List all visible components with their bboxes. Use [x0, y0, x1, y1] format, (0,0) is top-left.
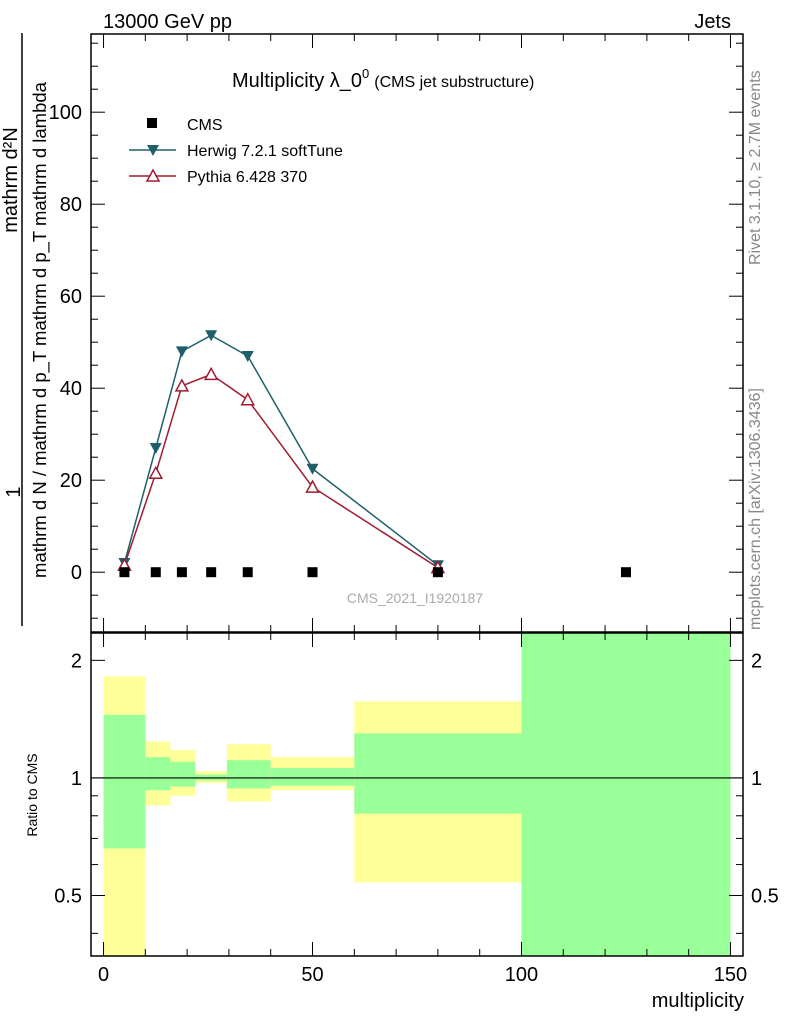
herwig-point — [307, 464, 319, 475]
chart-title-main: Multiplicity λ_0 — [232, 70, 362, 92]
herwig-line — [124, 335, 437, 565]
cms-point — [243, 567, 253, 577]
pythia-point — [205, 368, 217, 379]
ratio-y-tick-label-right: 0.5 — [751, 886, 779, 908]
y-tick-label: 20 — [60, 470, 82, 492]
x-tick-label: 0 — [98, 964, 109, 986]
y-label-denominator: mathrm d N / mathrm d p_T mathrm d p_T m… — [29, 81, 51, 578]
pythia-point — [242, 394, 254, 405]
pythia-point — [307, 481, 319, 492]
chart-subtitle: (CMS jet substructure) — [374, 74, 534, 91]
ratio-y-label: Ratio to CMS — [24, 753, 40, 836]
pythia-point — [176, 380, 188, 391]
legend: CMS Herwig 7.2.1 softTune Pythia 6.428 3… — [129, 117, 343, 186]
ratio-y-tick-label: 1 — [71, 768, 82, 790]
cms-point — [433, 567, 443, 577]
herwig-point — [176, 346, 188, 357]
legend-cms-marker — [147, 118, 157, 128]
ratio-band-green-7 — [521, 633, 730, 956]
ratio-y-tick-label: 2 — [71, 650, 82, 672]
herwig-point — [205, 330, 217, 341]
ratio-y-tick-label: 0.5 — [54, 886, 82, 908]
ratio-band-green-1 — [145, 757, 170, 790]
herwig-point — [242, 351, 254, 362]
x-tick-label: 150 — [714, 964, 747, 986]
y-axis-label: 1 mathrm d²N mathrm d N / mathrm d p_T m… — [0, 33, 51, 626]
legend-cms-label: CMS — [187, 117, 223, 134]
y-tick-label: 0 — [71, 562, 82, 584]
ratio-y-tick-label-right: 1 — [751, 768, 762, 790]
rivet-label: Rivet 3.1.10, ≥ 2.7M events — [747, 70, 764, 265]
cms-point — [308, 567, 318, 577]
chart-title: Multiplicity λ_00 (CMS jet substructure) — [232, 66, 534, 92]
y-tick-label: 100 — [49, 102, 82, 124]
herwig-point — [150, 443, 162, 454]
cms-point — [151, 567, 161, 577]
y-tick-label: 60 — [60, 286, 82, 308]
legend-pythia-label: Pythia 6.428 370 — [187, 169, 307, 186]
x-tick-label: 50 — [301, 964, 323, 986]
cms-point — [177, 567, 187, 577]
chart: 13000 GeV pp Jets Rivet 3.1.10, ≥ 2.7M e… — [0, 0, 786, 1024]
ratio-y-tick-label-right: 2 — [751, 650, 762, 672]
ratio-band-green-0 — [104, 715, 146, 849]
ratio-band-green-4 — [227, 760, 271, 788]
category-label: Jets — [694, 11, 731, 33]
x-tick-label: 100 — [505, 964, 538, 986]
pythia-point — [150, 467, 162, 478]
cms-point — [119, 567, 129, 577]
cms-point — [206, 567, 216, 577]
source-label: mcplots.cern.ch [arXiv:1306.3436] — [747, 388, 764, 630]
ratio-band-green-5 — [271, 768, 355, 786]
ratio-plot: 0 50 100 150 0.5 0.5 1 1 2 2 — [54, 633, 779, 986]
pythia-line — [124, 374, 437, 567]
ratio-band-green-2 — [170, 762, 195, 787]
y-tick-label: 40 — [60, 378, 82, 400]
y-tick-label: 80 — [60, 194, 82, 216]
legend-herwig-label: Herwig 7.2.1 softTune — [187, 143, 343, 160]
energy-label: 13000 GeV pp — [103, 11, 232, 33]
x-axis-label: multiplicity — [652, 990, 744, 1012]
chart-title-sup: 0 — [362, 66, 369, 81]
cms-point — [621, 567, 631, 577]
ratio-band-green-6 — [354, 733, 521, 813]
analysis-label: CMS_2021_I1920187 — [347, 590, 483, 606]
y-label-numerator: mathrm d²N — [0, 127, 22, 233]
